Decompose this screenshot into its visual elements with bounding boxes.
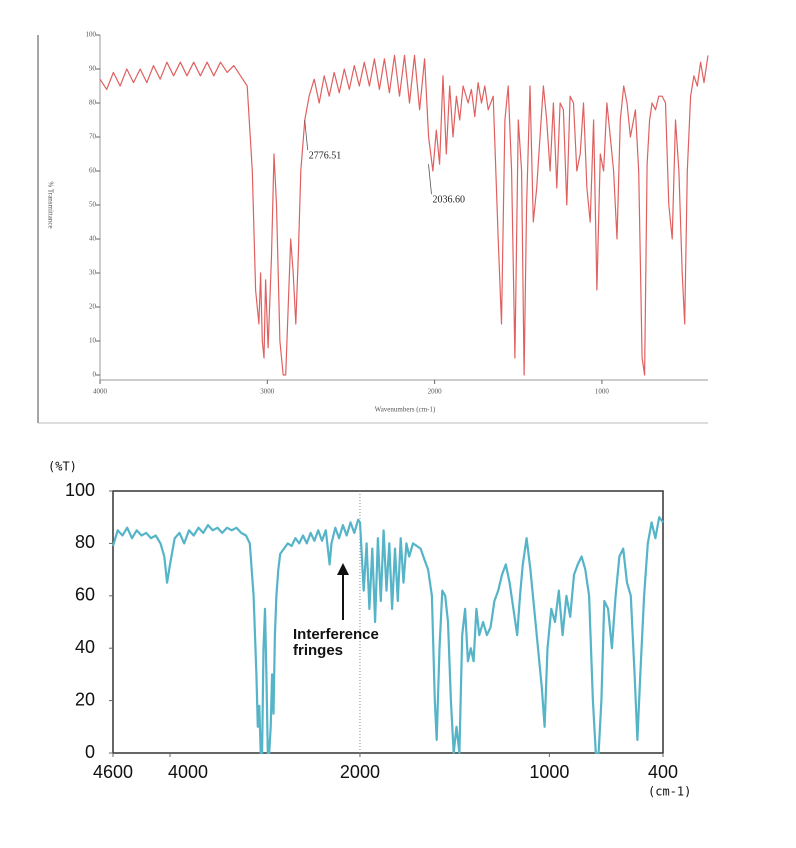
y-tick-label: 90	[89, 65, 97, 73]
y-tick-label: 70	[89, 133, 97, 141]
y-tick-label: 60	[89, 167, 97, 175]
annotation-label: 2776.51	[309, 150, 342, 161]
annotation-text: fringes	[293, 642, 343, 659]
x-axis-label: Wavenumbers (cm-1)	[375, 406, 436, 414]
x-tick-label: 1000	[595, 388, 610, 396]
plot-frame	[112, 490, 664, 754]
x-tick-label: 1000	[529, 762, 569, 782]
y-tick-label: 20	[75, 689, 95, 709]
x-tick-label: 4000	[93, 388, 108, 396]
y-tick-label: 20	[89, 303, 97, 311]
y-tick-label: 80	[89, 99, 97, 107]
y-tick-label: 80	[75, 532, 95, 552]
y-tick-label: 10	[89, 337, 97, 345]
y-tick-label: 40	[89, 235, 97, 243]
y-tick-label: 100	[65, 480, 95, 500]
y-axis-label: (%T)	[48, 460, 77, 474]
x-tick-label: 4000	[168, 762, 208, 782]
y-tick-label: 60	[75, 585, 95, 605]
y-tick-label: 0	[85, 742, 95, 762]
y-tick-label: 100	[86, 31, 97, 39]
y-tick-label: 50	[89, 201, 97, 209]
x-axis-label: (cm-1)	[648, 785, 691, 799]
y-tick-label: 0	[93, 371, 97, 379]
x-tick-label: 4600	[93, 762, 133, 782]
y-tick-label: 30	[89, 269, 97, 277]
x-tick-label: 3000	[260, 388, 275, 396]
y-tick-label: 40	[75, 637, 95, 657]
x-tick-label: 2000	[428, 388, 443, 396]
x-tick-label: 400	[648, 762, 678, 782]
annotation-label: 2036.60	[432, 194, 465, 205]
spectrum-line	[99, 54, 709, 376]
annotation-leader	[304, 119, 309, 151]
x-tick-label: 2000	[340, 762, 380, 782]
annotation-arrowhead	[337, 563, 349, 575]
annotation-leader	[428, 164, 432, 195]
annotation-text: Interference	[293, 626, 379, 643]
spectrum-line	[111, 516, 664, 755]
y-axis-label: % Transmittance	[46, 181, 54, 228]
